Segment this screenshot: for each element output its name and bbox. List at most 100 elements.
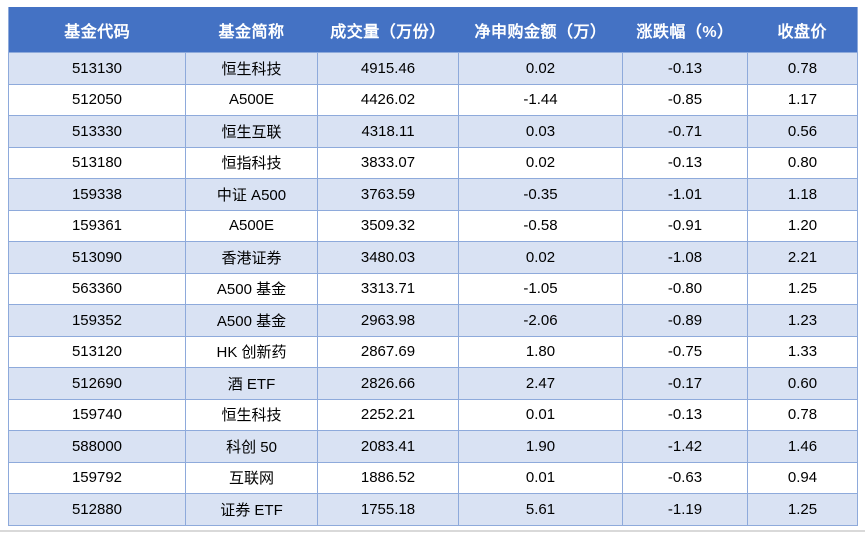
cell-code: 513120 <box>8 335 186 368</box>
cell-volume: 2826.66 <box>317 367 459 400</box>
cell-name: 恒生互联 <box>185 115 318 148</box>
cell-change: -0.89 <box>622 304 748 337</box>
cell-change: -1.42 <box>622 430 748 463</box>
cell-net: -1.05 <box>458 272 623 305</box>
cell-net: -0.58 <box>458 209 623 242</box>
cell-code: 512690 <box>8 367 186 400</box>
table-row: 513120 HK 创新药 2867.69 1.80 -0.75 1.33 <box>8 335 858 368</box>
cell-change: -1.19 <box>622 493 748 526</box>
cell-name: 恒生科技 <box>185 52 318 85</box>
table-row: 159361 A500E 3509.32 -0.58 -0.91 1.20 <box>8 209 858 242</box>
cell-close: 0.78 <box>747 398 858 431</box>
table-row: 588000 科创 50 2083.41 1.90 -1.42 1.46 <box>8 430 858 463</box>
cell-close: 1.46 <box>747 430 858 463</box>
bottom-edge-line <box>0 530 865 532</box>
cell-volume: 4318.11 <box>317 115 459 148</box>
cell-net: 0.03 <box>458 115 623 148</box>
table-row: 159792 互联网 1886.52 0.01 -0.63 0.94 <box>8 461 858 494</box>
cell-volume: 3509.32 <box>317 209 459 242</box>
cell-name: 证券 ETF <box>185 493 318 526</box>
cell-volume: 2867.69 <box>317 335 459 368</box>
cell-net: 0.02 <box>458 52 623 85</box>
cell-name: A500E <box>185 209 318 242</box>
cell-close: 1.23 <box>747 304 858 337</box>
cell-change: -0.13 <box>622 52 748 85</box>
cell-code: 159361 <box>8 209 186 242</box>
cell-change: -0.91 <box>622 209 748 242</box>
cell-close: 1.20 <box>747 209 858 242</box>
cell-change: -0.71 <box>622 115 748 148</box>
cell-close: 0.60 <box>747 367 858 400</box>
cell-close: 2.21 <box>747 241 858 274</box>
table-row: 159740 恒生科技 2252.21 0.01 -0.13 0.78 <box>8 398 858 431</box>
cell-volume: 1886.52 <box>317 461 459 494</box>
cell-code: 513090 <box>8 241 186 274</box>
cell-net: -0.35 <box>458 178 623 211</box>
fund-table: 基金代码 基金简称 成交量（万份） 净申购金额（万） 涨跌幅（%） 收盘价 51… <box>8 7 858 526</box>
cell-close: 0.94 <box>747 461 858 494</box>
table-row: 159338 中证 A500 3763.59 -0.35 -1.01 1.18 <box>8 178 858 211</box>
column-header-fund-code: 基金代码 <box>8 7 186 53</box>
cell-change: -0.80 <box>622 272 748 305</box>
table-row: 512050 A500E 4426.02 -1.44 -0.85 1.17 <box>8 83 858 116</box>
cell-volume: 2083.41 <box>317 430 459 463</box>
cell-change: -0.75 <box>622 335 748 368</box>
cell-code: 512880 <box>8 493 186 526</box>
table-row: 563360 A500 基金 3313.71 -1.05 -0.80 1.25 <box>8 272 858 305</box>
cell-code: 512050 <box>8 83 186 116</box>
cell-volume: 3763.59 <box>317 178 459 211</box>
cell-name: 中证 A500 <box>185 178 318 211</box>
cell-change: -0.63 <box>622 461 748 494</box>
cell-change: -0.13 <box>622 146 748 179</box>
cell-name: 互联网 <box>185 461 318 494</box>
cell-net: 0.02 <box>458 241 623 274</box>
cell-net: 1.90 <box>458 430 623 463</box>
table-row: 513090 香港证券 3480.03 0.02 -1.08 2.21 <box>8 241 858 274</box>
table-row: 512690 酒 ETF 2826.66 2.47 -0.17 0.60 <box>8 367 858 400</box>
cell-close: 0.80 <box>747 146 858 179</box>
column-header-close-price: 收盘价 <box>747 7 858 53</box>
cell-name: 恒生科技 <box>185 398 318 431</box>
cell-volume: 3313.71 <box>317 272 459 305</box>
table-row: 513130 恒生科技 4915.46 0.02 -0.13 0.78 <box>8 52 858 85</box>
cell-close: 1.18 <box>747 178 858 211</box>
cell-code: 513180 <box>8 146 186 179</box>
cell-change: -0.85 <box>622 83 748 116</box>
cell-change: -0.17 <box>622 367 748 400</box>
cell-name: 科创 50 <box>185 430 318 463</box>
cell-net: 1.80 <box>458 335 623 368</box>
cell-name: A500E <box>185 83 318 116</box>
cell-net: -1.44 <box>458 83 623 116</box>
cell-code: 159352 <box>8 304 186 337</box>
cell-change: -0.13 <box>622 398 748 431</box>
table-row: 159352 A500 基金 2963.98 -2.06 -0.89 1.23 <box>8 304 858 337</box>
cell-code: 513330 <box>8 115 186 148</box>
cell-name: A500 基金 <box>185 304 318 337</box>
table-row: 512880 证券 ETF 1755.18 5.61 -1.19 1.25 <box>8 493 858 526</box>
cell-name: 恒指科技 <box>185 146 318 179</box>
cell-volume: 1755.18 <box>317 493 459 526</box>
cell-code: 159338 <box>8 178 186 211</box>
cell-net: 0.01 <box>458 398 623 431</box>
fund-table-container: 基金代码 基金简称 成交量（万份） 净申购金额（万） 涨跌幅（%） 收盘价 51… <box>8 7 858 526</box>
cell-close: 0.56 <box>747 115 858 148</box>
table-row: 513180 恒指科技 3833.07 0.02 -0.13 0.80 <box>8 146 858 179</box>
cell-name: A500 基金 <box>185 272 318 305</box>
cell-name: 酒 ETF <box>185 367 318 400</box>
cell-code: 563360 <box>8 272 186 305</box>
table-header: 基金代码 基金简称 成交量（万份） 净申购金额（万） 涨跌幅（%） 收盘价 <box>8 7 858 53</box>
cell-change: -1.08 <box>622 241 748 274</box>
cell-net: 0.02 <box>458 146 623 179</box>
cell-name: 香港证券 <box>185 241 318 274</box>
cell-volume: 4915.46 <box>317 52 459 85</box>
cell-close: 1.33 <box>747 335 858 368</box>
cell-net: -2.06 <box>458 304 623 337</box>
cell-net: 5.61 <box>458 493 623 526</box>
cell-code: 159792 <box>8 461 186 494</box>
cell-code: 588000 <box>8 430 186 463</box>
cell-close: 1.17 <box>747 83 858 116</box>
cell-volume: 3480.03 <box>317 241 459 274</box>
cell-close: 0.78 <box>747 52 858 85</box>
column-header-change-percent: 涨跌幅（%） <box>622 7 748 53</box>
